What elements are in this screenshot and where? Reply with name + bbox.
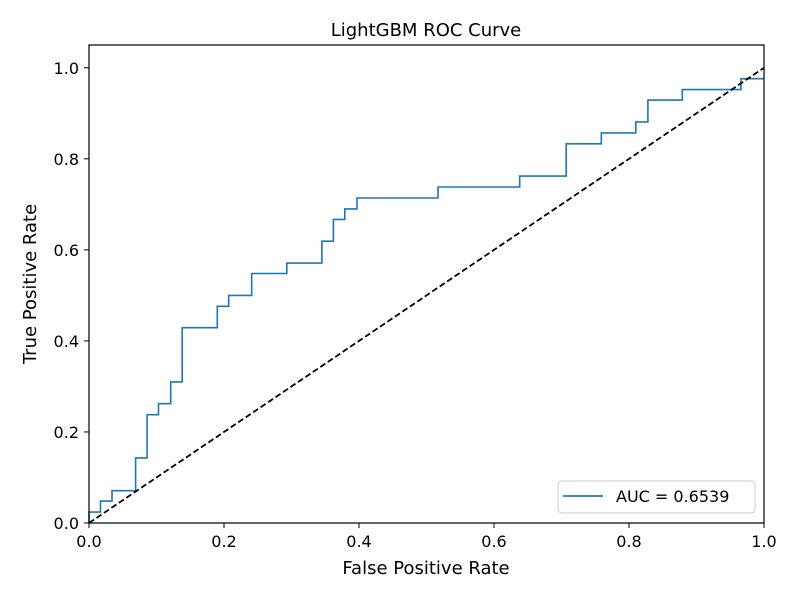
y-axis-label: True Positive Rate [20,204,41,365]
x-tick-label: 1.0 [751,532,776,551]
x-axis-ticks: 0.0 0.2 0.4 0.6 0.8 1.0 [76,523,777,551]
y-tick-label: 0.2 [54,423,79,442]
roc-curve-line [88,77,764,523]
y-tick-label: 0.0 [54,514,79,533]
series-layer [88,67,765,524]
chart-title: LightGBM ROC Curve [331,20,522,41]
y-tick-label: 0.4 [54,332,79,351]
plot-area [88,44,765,524]
y-axis-ticks: 0.0 0.2 0.4 0.6 0.8 1.0 [54,59,89,533]
legend-label: AUC = 0.6539 [616,487,729,506]
legend-box [557,480,756,514]
legend: AUC = 0.6539 [557,480,756,514]
x-tick-label: 0.0 [76,532,101,551]
x-axis-label: False Positive Rate [342,558,509,579]
x-tick-label: 0.4 [346,532,371,551]
x-tick-label: 0.2 [211,532,236,551]
x-tick-label: 0.8 [616,532,641,551]
chance-diagonal-line [88,67,765,524]
axes-frame [88,44,765,524]
x-tick-label: 0.6 [481,532,506,551]
y-tick-label: 0.8 [54,150,79,169]
y-tick-label: 1.0 [54,59,79,78]
y-tick-label: 0.6 [54,241,79,260]
